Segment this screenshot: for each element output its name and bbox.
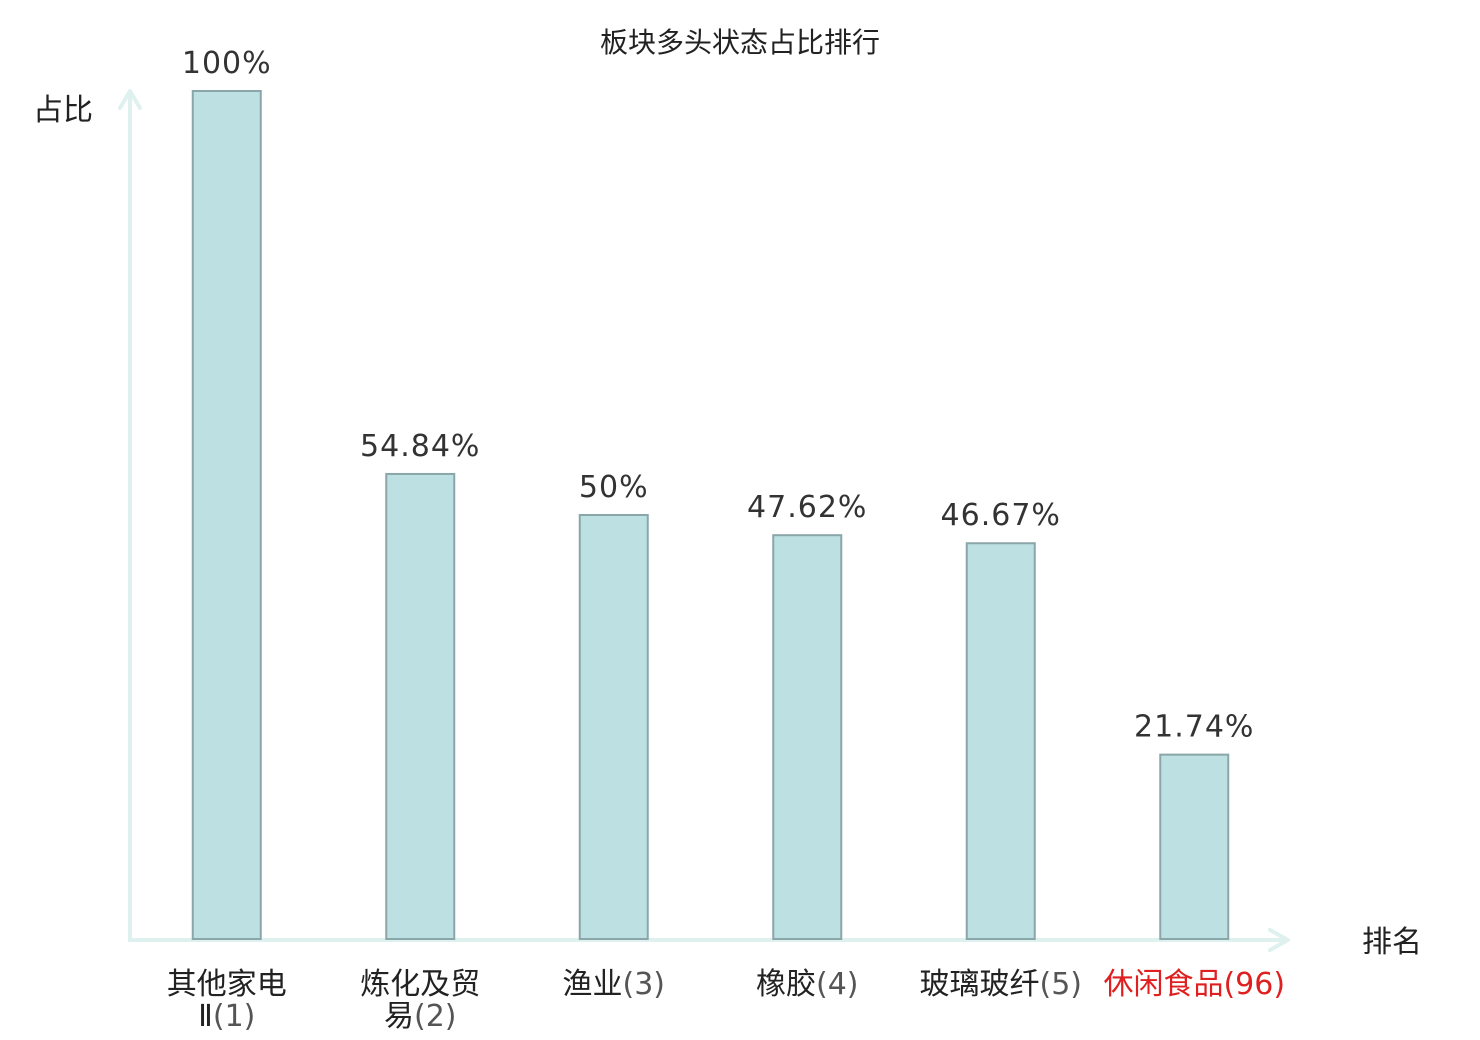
bar bbox=[1159, 753, 1230, 940]
y-axis-label: 占比 bbox=[33, 93, 93, 128]
x-axis bbox=[128, 928, 1290, 952]
bar bbox=[772, 534, 843, 940]
category-rank: (2) bbox=[414, 999, 457, 1034]
x-axis-arrowhead bbox=[1268, 928, 1290, 952]
bar-group bbox=[191, 90, 1230, 940]
x-tick-label: 其他家电 bbox=[167, 967, 287, 1002]
x-tick-label: 炼化及贸 bbox=[360, 967, 480, 1002]
category-name: 橡胶 bbox=[756, 967, 816, 1002]
category-name: 玻璃玻纤 bbox=[920, 967, 1040, 1002]
data-label: 100% bbox=[182, 46, 272, 81]
category-rank: (4) bbox=[816, 967, 859, 1002]
x-tick-label: 橡胶(4) bbox=[756, 967, 859, 1002]
x-tick-label: 玻璃玻纤(5) bbox=[920, 967, 1083, 1002]
category-name: 休闲食品 bbox=[1103, 967, 1223, 1002]
category-name-continued: Ⅱ bbox=[198, 999, 213, 1034]
y-axis-arrowhead bbox=[118, 89, 142, 110]
category-rank: (1) bbox=[213, 999, 256, 1034]
data-label: 54.84% bbox=[360, 429, 480, 464]
bar bbox=[191, 90, 262, 940]
x-tick-label-line2: 易(2) bbox=[384, 999, 457, 1034]
bar bbox=[385, 472, 456, 940]
x-axis-label: 排名 bbox=[1362, 925, 1422, 960]
category-name: 炼化及贸 bbox=[360, 967, 480, 1002]
category-name: 渔业 bbox=[563, 967, 623, 1002]
data-label: 21.74% bbox=[1134, 710, 1254, 745]
category-rank: (5) bbox=[1040, 967, 1083, 1002]
data-label: 50% bbox=[579, 470, 649, 505]
bar bbox=[578, 514, 649, 940]
data-label: 46.67% bbox=[941, 498, 1061, 533]
x-tick-label: 渔业(3) bbox=[563, 967, 666, 1002]
category-name-continued: 易 bbox=[384, 999, 414, 1034]
chart-title: 板块多头状态占比排行 bbox=[600, 26, 880, 59]
bar bbox=[965, 542, 1036, 940]
x-tick-label-line2: Ⅱ(1) bbox=[198, 999, 255, 1034]
category-rank: (96) bbox=[1223, 967, 1285, 1002]
data-label: 47.62% bbox=[747, 490, 867, 525]
y-axis bbox=[118, 89, 142, 940]
x-tick-label: 休闲食品(96) bbox=[1103, 967, 1285, 1002]
value-label-group: 100% 54.84% 50% 47.62% 46.67% 21.74% bbox=[182, 46, 1254, 745]
category-name: 其他家电 bbox=[167, 967, 287, 1002]
category-rank: (3) bbox=[623, 967, 666, 1002]
